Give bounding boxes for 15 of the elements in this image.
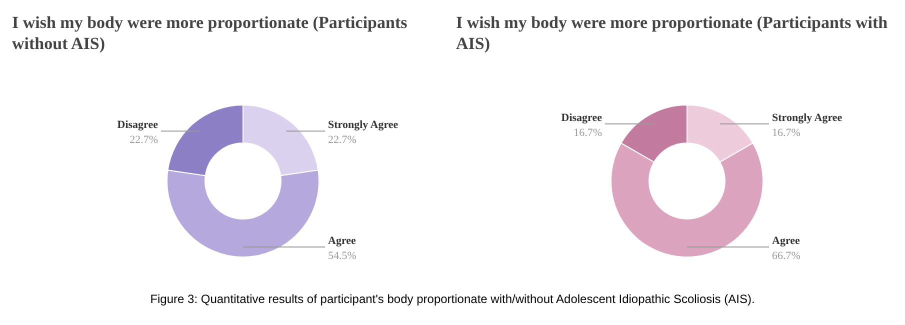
data-label: 22.7% bbox=[328, 134, 356, 146]
chart-title: I wish my body were more proportionate (Participants without AIS) bbox=[11, 12, 408, 55]
data-label: 54.5% bbox=[328, 250, 356, 262]
data-label: 16.7% bbox=[772, 126, 800, 139]
slice-label: Disagree bbox=[117, 119, 158, 132]
data-label: 66.7% bbox=[772, 250, 800, 262]
slice-label: Strongly Agree bbox=[328, 119, 398, 132]
data-label: 22.7% bbox=[130, 134, 158, 146]
slice-label: Disagree bbox=[561, 112, 602, 124]
slice-label: Agree bbox=[772, 235, 800, 247]
chart-title: I wish my body were more proportionate (Participants with AIS) bbox=[455, 12, 889, 55]
caption: Figure 3: Quantitative results of participant's body proportionate with/without Adolescent Idiopathic Scoliosis (AIS). bbox=[149, 292, 756, 306]
data-label: 16.7% bbox=[574, 126, 602, 139]
slice-label: Strongly Agree bbox=[772, 112, 842, 124]
slice-label: Agree bbox=[328, 235, 356, 247]
